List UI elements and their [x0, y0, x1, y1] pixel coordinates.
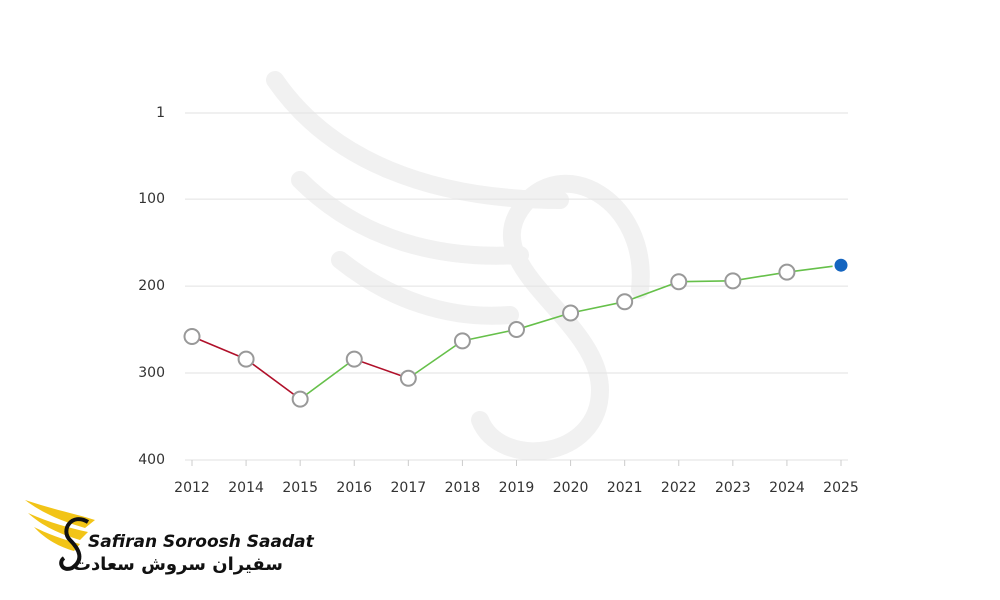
point	[453, 332, 471, 350]
logo-wing	[34, 527, 80, 551]
x-tick-label: 2023	[715, 480, 751, 496]
line-segment	[570, 300, 625, 314]
x-tick-label: 2018	[445, 480, 481, 496]
line-segment	[245, 358, 301, 400]
point	[508, 321, 525, 339]
line-segment	[407, 340, 463, 379]
point	[237, 350, 255, 368]
point	[616, 293, 634, 311]
point	[724, 272, 742, 290]
y-tick-label: 300	[138, 365, 165, 381]
point	[832, 256, 850, 274]
line-segment	[191, 335, 247, 360]
y-tick-label: 400	[138, 452, 165, 468]
line-segment	[462, 328, 517, 342]
logo-wing	[28, 513, 88, 540]
point	[183, 328, 201, 346]
x-tick-label: 2019	[499, 480, 535, 496]
y-tick-label: 1	[156, 105, 165, 121]
x-tick-label: 2014	[228, 480, 264, 496]
line-segment	[732, 271, 788, 282]
point	[345, 350, 363, 368]
logo: Safiran Soroosh Saadat سفیران سروش سعادت	[25, 500, 315, 575]
line-segment	[624, 280, 680, 303]
x-tick-label: 2021	[607, 480, 643, 496]
line-segment	[786, 264, 842, 273]
point	[399, 369, 417, 387]
line-segment	[299, 358, 355, 400]
x-tick-label: 2012	[174, 480, 210, 496]
x-tick-label: 2016	[336, 480, 372, 496]
logo-name: Safiran Soroosh Saadat	[88, 532, 315, 552]
point	[562, 304, 580, 322]
point	[291, 390, 309, 408]
x-tick-label: 2020	[553, 480, 589, 496]
logo-s	[59, 517, 90, 571]
line-segment	[678, 280, 733, 283]
x-tick-label: 2015	[282, 480, 318, 496]
x-tick-label: 2024	[769, 480, 805, 496]
x-tick-label: 2017	[391, 480, 427, 496]
logo-name-fa: سفیران سروش سعادت	[73, 554, 283, 575]
y-tick-label: 200	[138, 278, 165, 294]
point	[778, 263, 796, 281]
x-tick-label: 2025	[823, 480, 859, 496]
watermark	[266, 71, 650, 461]
point	[670, 273, 688, 291]
y-tick-label: 100	[138, 191, 165, 207]
x-tick-label: 2022	[661, 480, 697, 496]
logo-wing	[25, 500, 95, 528]
line-segment	[516, 312, 571, 331]
line-segment	[353, 358, 409, 380]
